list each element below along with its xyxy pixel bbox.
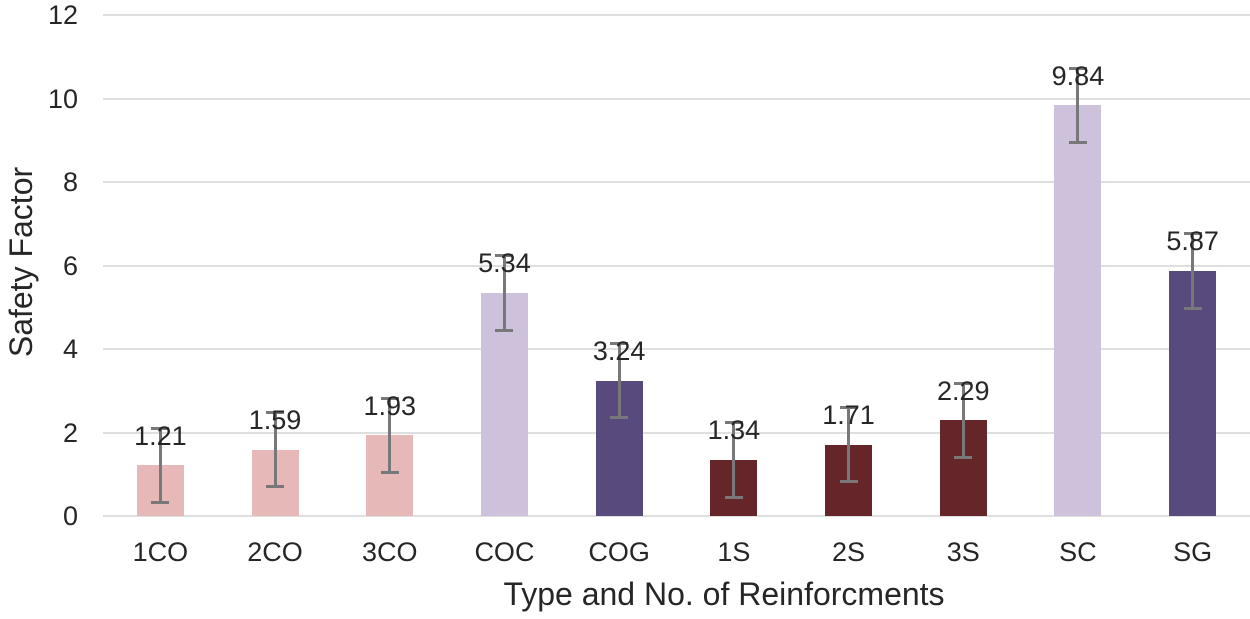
gridline-y-10	[103, 97, 1250, 100]
value-label-sg: 5.87	[1166, 226, 1219, 257]
error-bar-cap-bottom-2co	[266, 485, 285, 489]
x-axis-title: Type and No. of Reinforcments	[503, 576, 945, 612]
error-bar-cap-bottom-3s	[954, 455, 973, 459]
error-bar-cap-top-coc	[495, 254, 514, 258]
error-bar-line-sg	[1191, 233, 1195, 309]
x-tick-label-sg: SG	[1173, 537, 1213, 567]
error-bar-cap-bottom-sg	[1183, 306, 1202, 310]
error-bar-cap-top-sc	[1068, 66, 1087, 70]
error-bar-line-1s	[732, 422, 736, 498]
error-bar-line-coc	[502, 255, 506, 331]
error-bar-cap-top-3s	[954, 381, 973, 385]
error-bar-line-2s	[847, 407, 851, 483]
error-bar-line-2co	[273, 412, 277, 488]
error-bar-line-sc	[1076, 67, 1080, 143]
error-bar-cap-top-1co	[151, 426, 170, 430]
x-tick-label-3co: 3CO	[361, 537, 418, 567]
error-bar-line-3co	[388, 397, 392, 473]
error-bar-line-3s	[961, 382, 965, 458]
value-label-3co: 1.93	[363, 390, 417, 421]
error-bar-cap-top-3co	[380, 396, 399, 400]
gridline-y-6	[103, 264, 1250, 267]
gridline-y-0	[103, 515, 1250, 517]
value-label-1s: 1.34	[707, 415, 761, 446]
error-bar-cap-bottom-1s	[724, 495, 743, 499]
gridline-y-2	[103, 431, 1250, 434]
gridline-y-12	[103, 14, 1250, 16]
y-tick-label-0: 0	[62, 501, 78, 531]
error-bar-cap-bottom-1co	[151, 501, 170, 505]
gridline-y-8	[103, 181, 1250, 183]
y-tick-label-10: 10	[47, 83, 78, 114]
x-tick-label-2s: 2S	[832, 537, 866, 567]
x-tick-label-1co: 1CO	[132, 537, 189, 567]
value-label-2s: 1.71	[822, 400, 875, 431]
error-bar-line-1co	[158, 427, 162, 504]
gridline-y-4	[103, 348, 1250, 350]
y-tick-label-12: 12	[47, 0, 78, 30]
error-bar-cap-top-2co	[266, 411, 285, 415]
error-bar-cap-top-sg	[1183, 232, 1202, 236]
bar-sc	[1054, 105, 1102, 516]
y-tick-label-6: 6	[62, 250, 78, 281]
x-tick-label-cog: COG	[588, 537, 650, 567]
value-label-sc: 9.84	[1051, 60, 1105, 91]
y-tick-label-2: 2	[62, 417, 78, 448]
error-bar-cap-top-2s	[839, 406, 858, 410]
error-bar-cap-bottom-3co	[380, 470, 399, 474]
value-label-3s: 2.29	[936, 375, 990, 406]
x-tick-label-coc: COC	[474, 537, 535, 567]
x-tick-label-3s: 3S	[946, 537, 980, 567]
error-bar-cap-bottom-coc	[495, 328, 514, 332]
x-tick-label-1s: 1S	[717, 537, 751, 567]
error-bar-cap-bottom-sc	[1068, 140, 1087, 144]
error-bar-line-cog	[617, 343, 621, 419]
error-bar-cap-bottom-2s	[839, 480, 858, 484]
x-tick-label-sc: SC	[1059, 537, 1097, 567]
x-tick-label-2co: 2CO	[247, 537, 303, 567]
y-tick-label-4: 4	[62, 334, 78, 364]
y-tick-label-8: 8	[62, 167, 78, 197]
value-label-2co: 1.59	[248, 405, 302, 436]
value-label-coc: 5.34	[478, 248, 531, 279]
bar-sg	[1169, 270, 1217, 516]
value-label-cog: 3.24	[592, 336, 646, 367]
error-bar-cap-bottom-cog	[610, 416, 629, 420]
value-label-1co: 1.21	[134, 420, 187, 451]
error-bar-cap-top-cog	[610, 342, 629, 346]
error-bar-cap-top-1s	[724, 421, 743, 425]
